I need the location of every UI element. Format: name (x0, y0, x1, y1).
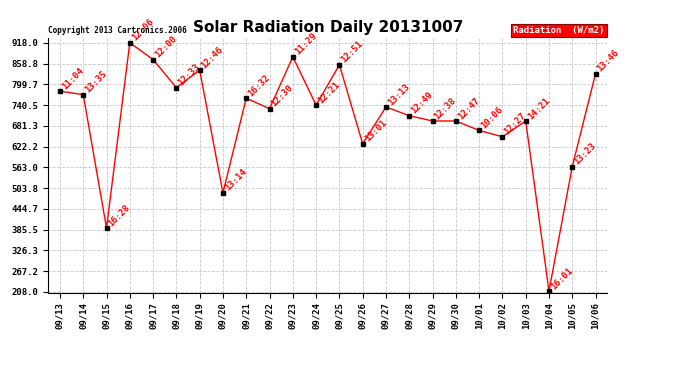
Text: 12:30: 12:30 (270, 83, 295, 109)
Text: 12:21: 12:21 (316, 80, 342, 105)
Title: Solar Radiation Daily 20131007: Solar Radiation Daily 20131007 (193, 20, 463, 35)
Text: 11:29: 11:29 (293, 32, 318, 57)
Text: 12:38: 12:38 (433, 96, 458, 121)
Text: 12:27: 12:27 (502, 111, 528, 137)
Text: 13:14: 13:14 (223, 168, 248, 193)
Text: 12:00: 12:00 (153, 34, 179, 60)
Text: Copyright 2013 Cartronics.2006: Copyright 2013 Cartronics.2006 (48, 26, 187, 35)
Text: Radiation  (W/m2): Radiation (W/m2) (513, 26, 604, 35)
Text: 12:51: 12:51 (339, 39, 365, 65)
Text: 13:35: 13:35 (83, 69, 108, 94)
Text: 13:13: 13:13 (386, 82, 411, 107)
Text: 12:49: 12:49 (409, 90, 435, 116)
Text: 13:23: 13:23 (572, 141, 598, 166)
Text: 12:47: 12:47 (456, 96, 481, 121)
Text: 13:46: 13:46 (595, 48, 621, 74)
Text: 16:28: 16:28 (106, 202, 132, 228)
Text: 14:21: 14:21 (526, 96, 551, 121)
Text: 10:06: 10:06 (479, 105, 504, 130)
Text: 16:01: 16:01 (549, 266, 574, 291)
Text: 16:32: 16:32 (246, 73, 272, 98)
Text: 12:33: 12:33 (177, 62, 201, 88)
Text: 12:46: 12:46 (199, 45, 225, 70)
Text: 11:04: 11:04 (60, 66, 86, 91)
Text: 12:06: 12:06 (130, 17, 155, 43)
Text: 13:01: 13:01 (363, 118, 388, 144)
